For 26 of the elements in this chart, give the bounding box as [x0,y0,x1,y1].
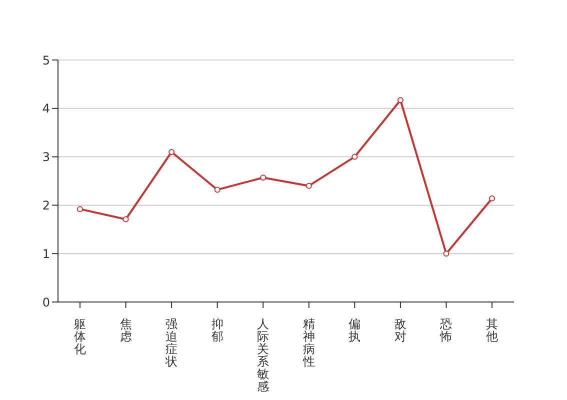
point [352,154,358,160]
x-tick-label: 恐怖 [439,317,452,344]
point [214,186,220,193]
x-tick-label: 强迫症状 [164,317,178,368]
x-tick-label: 敌对 [394,317,406,344]
y-tick-label: 2 [42,198,50,212]
y-tick-label: 5 [42,53,50,68]
y-tick-label: 4 [42,102,50,116]
point [260,174,266,181]
x-tick-label: 偏执 [348,317,361,344]
point [122,216,129,222]
x-tick-label: 人际关系敏感 [257,317,270,394]
point [168,148,175,155]
y-tick-label: 0 [42,295,50,310]
x-tick-label: 其他 [486,317,498,344]
x-tick-label: 躯体化 [74,317,86,356]
x-tick-label: 抑郁 [211,317,224,344]
x-tick-label: 焦虑 [120,317,132,344]
y-tick-label: 1 [42,246,50,261]
point [489,195,495,202]
x-tick-label: 精神病性 [302,317,315,368]
point [77,206,83,212]
point [306,182,312,189]
point [397,97,404,104]
y-tick-label: 3 [42,150,50,164]
point [443,250,450,257]
